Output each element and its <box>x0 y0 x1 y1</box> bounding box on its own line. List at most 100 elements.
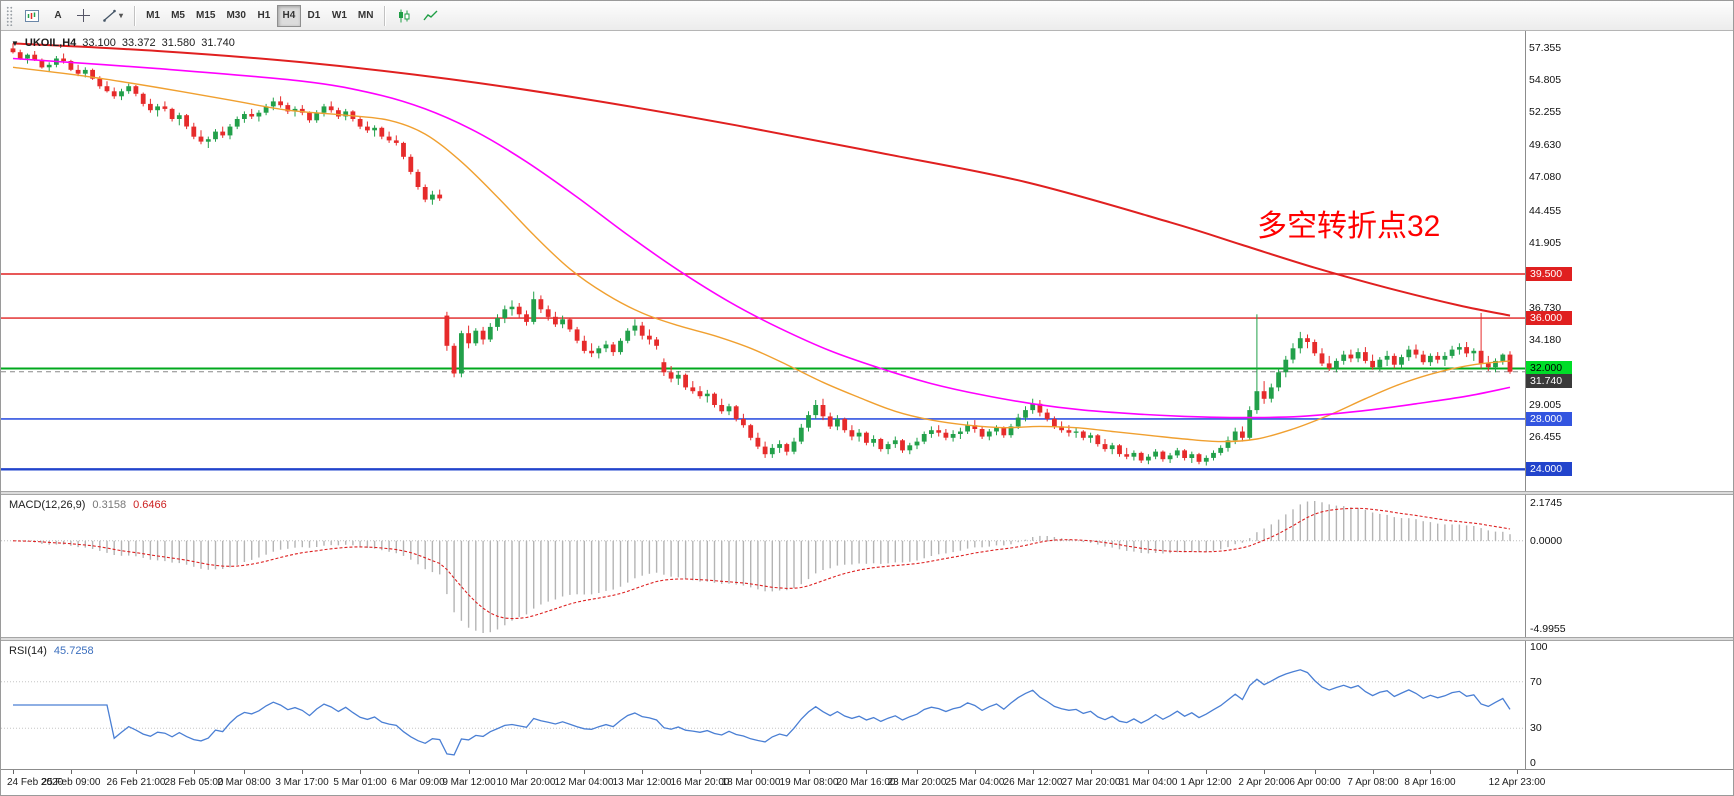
time-axis-label: 8 Apr 16:00 <box>1404 777 1456 788</box>
cursor-tool-button[interactable]: A <box>46 5 70 27</box>
price-axis-tick: 41.905 <box>1529 237 1562 249</box>
time-axis-label: 24 Feb 2020 <box>7 777 64 788</box>
time-axis-label: 18 Mar 00:00 <box>721 777 781 788</box>
time-tick-mark <box>526 770 527 774</box>
level-price-label: 28.000 <box>1526 412 1572 426</box>
level-price-label: 32.000 <box>1526 361 1572 375</box>
bid-price-label: 31.740 <box>1526 374 1572 388</box>
symbol-ohlc-label: ▼ UKOIL,H4 33.100 33.372 31.580 31.740 <box>11 37 235 49</box>
panel-divider[interactable] <box>1 491 1733 495</box>
time-tick-mark <box>584 770 585 774</box>
time-tick-mark <box>700 770 701 774</box>
price-axis-tick: 34.180 <box>1529 334 1562 346</box>
candlestick-chart-type-button[interactable] <box>391 5 417 27</box>
ohlc-high: 33.372 <box>121 37 156 49</box>
macd-signal-value: 0.6466 <box>133 499 167 511</box>
macd-label: MACD(12,26,9) 0.3158 0.6466 <box>9 499 167 511</box>
level-price-label: 36.000 <box>1526 311 1572 325</box>
time-tick-mark <box>917 770 918 774</box>
toolbar: A ▾ M1 M5 M15 M30 H1 H4 D1 W1 MN <box>1 1 1733 31</box>
timeframe-button-h4[interactable]: H4 <box>276 4 301 27</box>
time-tick-mark <box>194 770 195 774</box>
timeframe-button-d1[interactable]: D1 <box>302 5 326 27</box>
timeframe-button-m30[interactable]: M30 <box>221 5 250 27</box>
candlestick-icon <box>399 9 410 22</box>
time-axis-label: 25 Feb 09:00 <box>41 777 101 788</box>
toolbar-separator <box>134 5 136 26</box>
time-axis-label: 26 Feb 21:00 <box>106 777 166 788</box>
time-tick-mark <box>418 770 419 774</box>
time-axis-label: 6 Apr 00:00 <box>1289 777 1341 788</box>
trendline-icon <box>103 9 116 22</box>
time-tick-mark <box>1148 770 1149 774</box>
time-tick-mark <box>13 770 14 774</box>
annotation-text: 多空转折点32 <box>1257 210 1441 243</box>
rsi-value: 45.7258 <box>53 645 94 657</box>
ohlc-open: 33.100 <box>82 37 116 49</box>
time-tick-mark <box>71 770 72 774</box>
timeframe-button-mn[interactable]: MN <box>353 5 379 27</box>
time-tick-mark <box>1430 770 1431 774</box>
panel-divider[interactable] <box>1 637 1733 641</box>
macd-canvas[interactable] <box>1 495 1734 637</box>
time-tick-mark <box>1373 770 1374 774</box>
price-axis-tick: 44.455 <box>1529 205 1562 217</box>
time-axis-label: 1 Apr 12:00 <box>1180 777 1232 788</box>
time-tick-mark <box>975 770 976 774</box>
time-axis-label: 5 Mar 01:00 <box>333 777 387 788</box>
time-tick-mark <box>1517 770 1518 774</box>
time-axis-label: 23 Mar 20:00 <box>887 777 947 788</box>
time-axis-label: 10 Mar 20:00 <box>496 777 556 788</box>
toolbar-separator <box>384 5 386 26</box>
level-price-label: 39.500 <box>1526 267 1572 281</box>
toolbar-drag-handle[interactable] <box>6 5 13 26</box>
time-tick-mark <box>244 770 245 774</box>
timeframe-button-m5[interactable]: M5 <box>166 5 190 27</box>
time-axis-label: 20 Mar 16:00 <box>836 777 896 788</box>
time-tick-mark <box>642 770 643 774</box>
price-axis[interactable]: 57.355 54.805 52.255 49.630 47.080 44.455 41.9… <box>1525 31 1733 491</box>
price-scale-border <box>1525 31 1526 769</box>
price-chart-canvas[interactable] <box>1 31 1734 491</box>
crosshair-icon <box>77 9 90 22</box>
macd-scale-max: 2.1745 <box>1530 497 1563 509</box>
rsi-label: RSI(14) 45.7258 <box>9 645 94 657</box>
timeframe-button-m1[interactable]: M1 <box>141 5 165 27</box>
macd-main-value: 0.3158 <box>92 499 127 511</box>
time-axis[interactable]: 24 Feb 2020 25 Feb 09:00 26 Feb 21:00 28 Fe… <box>1 769 1733 795</box>
rsi-scale-label: 30 <box>1530 722 1542 734</box>
timeframe-button-w1[interactable]: W1 <box>327 5 352 27</box>
time-axis-label: 12 Mar 04:00 <box>554 777 614 788</box>
rsi-name: RSI(14) <box>9 645 47 657</box>
price-axis-tick: 49.630 <box>1529 139 1562 151</box>
time-tick-mark <box>866 770 867 774</box>
symbol-dropdown-arrow-icon[interactable]: ▼ <box>11 38 19 48</box>
time-tick-mark <box>1264 770 1265 774</box>
time-tick-mark <box>809 770 810 774</box>
chart-window-icon <box>25 9 39 22</box>
time-tick-mark <box>751 770 752 774</box>
time-axis-label: 13 Mar 12:00 <box>612 777 672 788</box>
price-axis-tick: 57.355 <box>1529 42 1562 54</box>
time-tick-mark <box>360 770 361 774</box>
rsi-scale-label: 0 <box>1530 757 1536 769</box>
cursor-tool-label: A <box>54 10 62 21</box>
line-chart-icon <box>423 10 438 20</box>
symbol-name: UKOIL,H4 <box>24 37 77 49</box>
time-tick-mark <box>1033 770 1034 774</box>
time-axis-label: 16 Mar 20:00 <box>670 777 730 788</box>
rsi-canvas[interactable] <box>1 641 1734 769</box>
chart-window-button[interactable] <box>19 5 45 27</box>
draw-tools-button[interactable]: ▾ <box>97 5 128 27</box>
timeframe-button-m15[interactable]: M15 <box>191 5 220 27</box>
ohlc-low: 31.580 <box>161 37 196 49</box>
timeframe-button-h1[interactable]: H1 <box>252 5 276 27</box>
time-axis-label: 2 Apr 20:00 <box>1238 777 1290 788</box>
macd-scale-zero: 0.0000 <box>1530 535 1563 547</box>
crosshair-tool-button[interactable] <box>71 5 96 27</box>
line-chart-type-button[interactable] <box>418 5 444 27</box>
price-axis-tick: 52.255 <box>1529 106 1562 118</box>
time-axis-label: 19 Mar 08:00 <box>779 777 839 788</box>
time-axis-label: 7 Apr 08:00 <box>1347 777 1399 788</box>
